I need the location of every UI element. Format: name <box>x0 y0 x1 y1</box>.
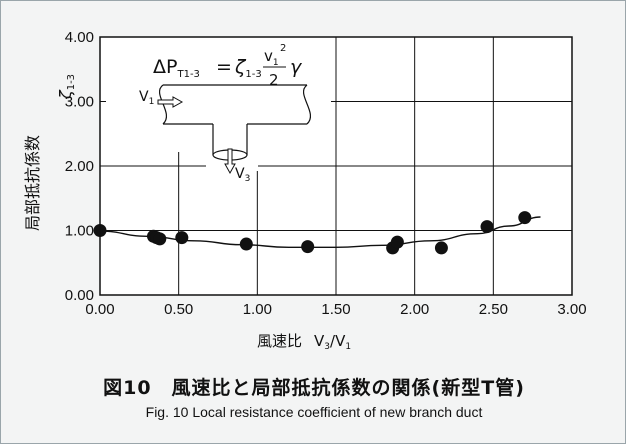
data-point <box>434 241 448 255</box>
duct-outlet-break <box>303 84 311 125</box>
y-tick-labels: 0.00 1.00 2.00 3.00 4.00 <box>65 29 94 304</box>
formula-gamma: γ <box>290 56 303 78</box>
data-point <box>390 235 404 249</box>
formula-superscript: 2 <box>280 43 286 54</box>
x-tick-label: 1.50 <box>321 301 350 318</box>
caption-japanese: 図10 風速比と局部抵抗係数の関係(新型T管) <box>103 377 525 399</box>
plot-border <box>99 36 573 296</box>
x-tick-label: 2.50 <box>479 301 508 318</box>
caption-english: Fig. 10 Local resistance coefficient of … <box>145 404 483 420</box>
y-axis-label: 局部抵抗係数 <box>23 135 42 231</box>
x-axis-label: 風速比 V3/V1 <box>257 332 351 352</box>
data-points <box>93 211 532 255</box>
inlet-arrow-icon <box>157 96 184 108</box>
data-point <box>153 232 167 246</box>
formula-delta-p: ΔPT1-3 <box>153 56 200 80</box>
x-tick-label: 1.00 <box>243 301 272 318</box>
branch-velocity-label: V3 <box>235 166 250 184</box>
formula-numerator: v1 <box>264 47 279 68</box>
formula-denominator: 2 <box>269 71 279 89</box>
y-tick-label: 4.00 <box>65 29 94 46</box>
data-point <box>239 237 253 251</box>
data-point <box>518 211 532 225</box>
x-tick-label: 2.00 <box>400 301 429 318</box>
formula-equals: = <box>216 56 232 78</box>
x-tick-labels: 0.00 0.50 1.00 1.50 2.00 2.50 3.00 <box>85 301 586 318</box>
inset-tee-diagram: ΔPT1-3 = ζ1-3 v1 2 2 γ V1 V3 <box>106 37 331 184</box>
y-tick-label: 3.00 <box>65 94 94 111</box>
inlet-velocity-label: V1 <box>139 89 154 107</box>
x-tick-label: 0.00 <box>85 301 114 318</box>
x-tick-label: 3.00 <box>557 301 586 318</box>
y-tick-label: 1.00 <box>65 223 94 240</box>
y-tick-label: 2.00 <box>65 158 94 175</box>
data-point <box>175 231 189 245</box>
x-tick-label: 0.50 <box>164 301 193 318</box>
y-axis-symbol: ζ1-3 <box>56 74 77 100</box>
data-point <box>301 240 315 254</box>
y-tick-label: 0.00 <box>65 287 94 304</box>
data-point <box>480 220 494 234</box>
branch-arrow-icon <box>224 148 236 175</box>
formula-zeta: ζ1-3 <box>234 56 262 80</box>
inset-background <box>106 37 331 152</box>
